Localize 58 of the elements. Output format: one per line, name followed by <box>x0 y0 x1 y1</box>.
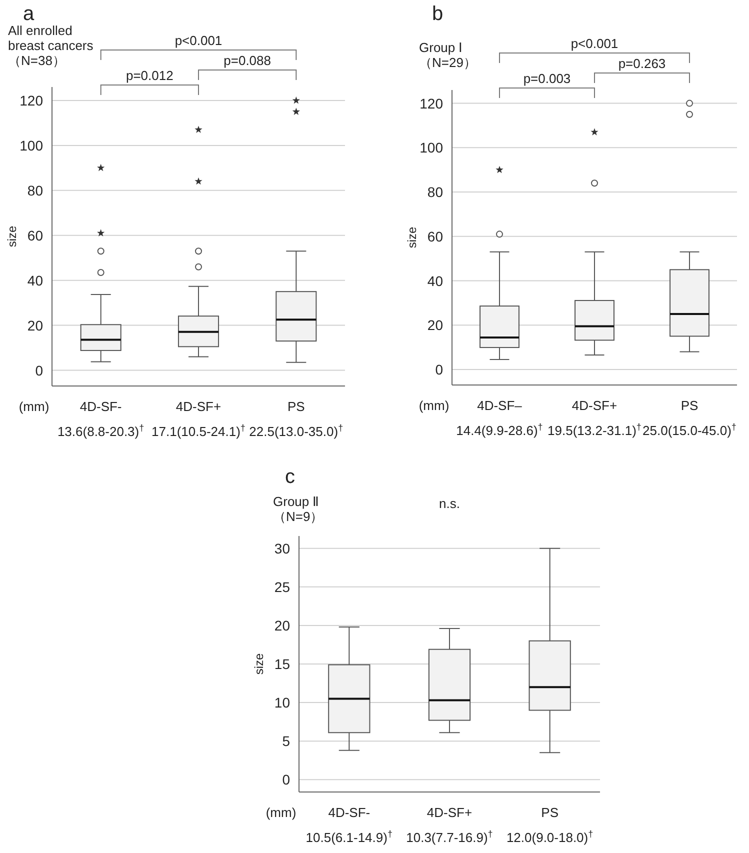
y-tick-label: 0 <box>435 361 444 378</box>
text: 10.5(6.1-14.9)$^{†}$ <box>306 829 393 845</box>
text: 17.1(10.5-24.1)$^{†}$ <box>152 423 246 439</box>
y-tick-label: 15 <box>274 656 290 672</box>
y-tick-label: 20 <box>274 617 290 634</box>
text: p<0.001 <box>570 36 618 51</box>
chart-title: a <box>23 3 35 25</box>
y-tick-label: 20 <box>27 317 44 334</box>
x-axis-title: (mm) <box>266 805 296 820</box>
x-tick-label: 4D-SF+ <box>176 399 222 414</box>
x-tick-label: 4D-SF- <box>80 399 122 414</box>
text: 12.0(9.0-18.0)$^{†}$ <box>506 829 594 845</box>
x-axis-title: (mm) <box>418 398 450 413</box>
text: 14.4(9.9-28.6)$^{†}$ <box>456 422 543 438</box>
chart-subtitle: Group Ⅱ （N=9） <box>273 494 324 524</box>
chart-title: b <box>432 3 444 25</box>
y-tick-label: 40 <box>427 272 444 289</box>
x-tick-label: 4D-SF+ <box>572 398 618 413</box>
y-tick-label: 80 <box>427 184 444 200</box>
y-tick-label: 0 <box>35 362 44 378</box>
x-tick-label: 4D-SF- <box>328 805 370 820</box>
text: p=0.012 <box>126 68 174 83</box>
x-tick-label: PS <box>680 398 698 413</box>
x-axis-title: (mm) <box>18 399 50 414</box>
x-tick-label: 4D-SF+ <box>426 805 472 820</box>
y-tick-label: 100 <box>420 140 444 156</box>
y-tick-label: 25 <box>274 578 290 595</box>
y-tick-label: 80 <box>27 182 44 198</box>
y-tick-label: 0 <box>282 772 290 788</box>
chart-title: c <box>285 466 295 488</box>
x-tick-label: PS <box>541 805 559 820</box>
text: 13.6(8.8-20.3)$^{†}$ <box>57 423 144 439</box>
text: 10.3(7.7-16.9)$^{†}$ <box>406 829 493 845</box>
text: p<0.001 <box>174 33 222 48</box>
x-tick-label: PS <box>287 399 306 414</box>
y-axis-title: size <box>5 226 19 248</box>
text: p=0.088 <box>224 53 272 68</box>
text: 19.5(13.2-31.1)$^{†}$ <box>548 422 642 438</box>
y-tick-label: 60 <box>427 228 444 244</box>
y-tick-label: 20 <box>427 317 444 334</box>
text: n.s. <box>439 496 460 511</box>
text: 22.5(13.0-35.0)$^{†}$ <box>249 423 344 439</box>
text: p=0.003 <box>523 71 571 86</box>
chart-subtitle: Group Ⅰ （N=29） <box>419 40 476 70</box>
y-tick-label: 120 <box>20 92 44 108</box>
y-tick-label: 40 <box>27 272 44 288</box>
y-axis-title: size <box>252 653 266 675</box>
x-tick-label: 4D-SF– <box>477 398 523 413</box>
y-tick-label: 120 <box>420 95 444 112</box>
text: p=0.263 <box>618 56 666 71</box>
y-tick-label: 5 <box>282 733 290 750</box>
y-tick-label: 60 <box>27 227 44 244</box>
chart-subtitle: All enrolled breast cancers （N=38） <box>8 23 94 68</box>
y-axis-title: size <box>405 226 419 248</box>
text: 25.0(15.0-45.0)$^{†}$ <box>642 422 736 438</box>
y-tick-label: 30 <box>274 540 290 556</box>
y-tick-label: 10 <box>274 694 290 711</box>
y-tick-label: 100 <box>20 137 44 154</box>
